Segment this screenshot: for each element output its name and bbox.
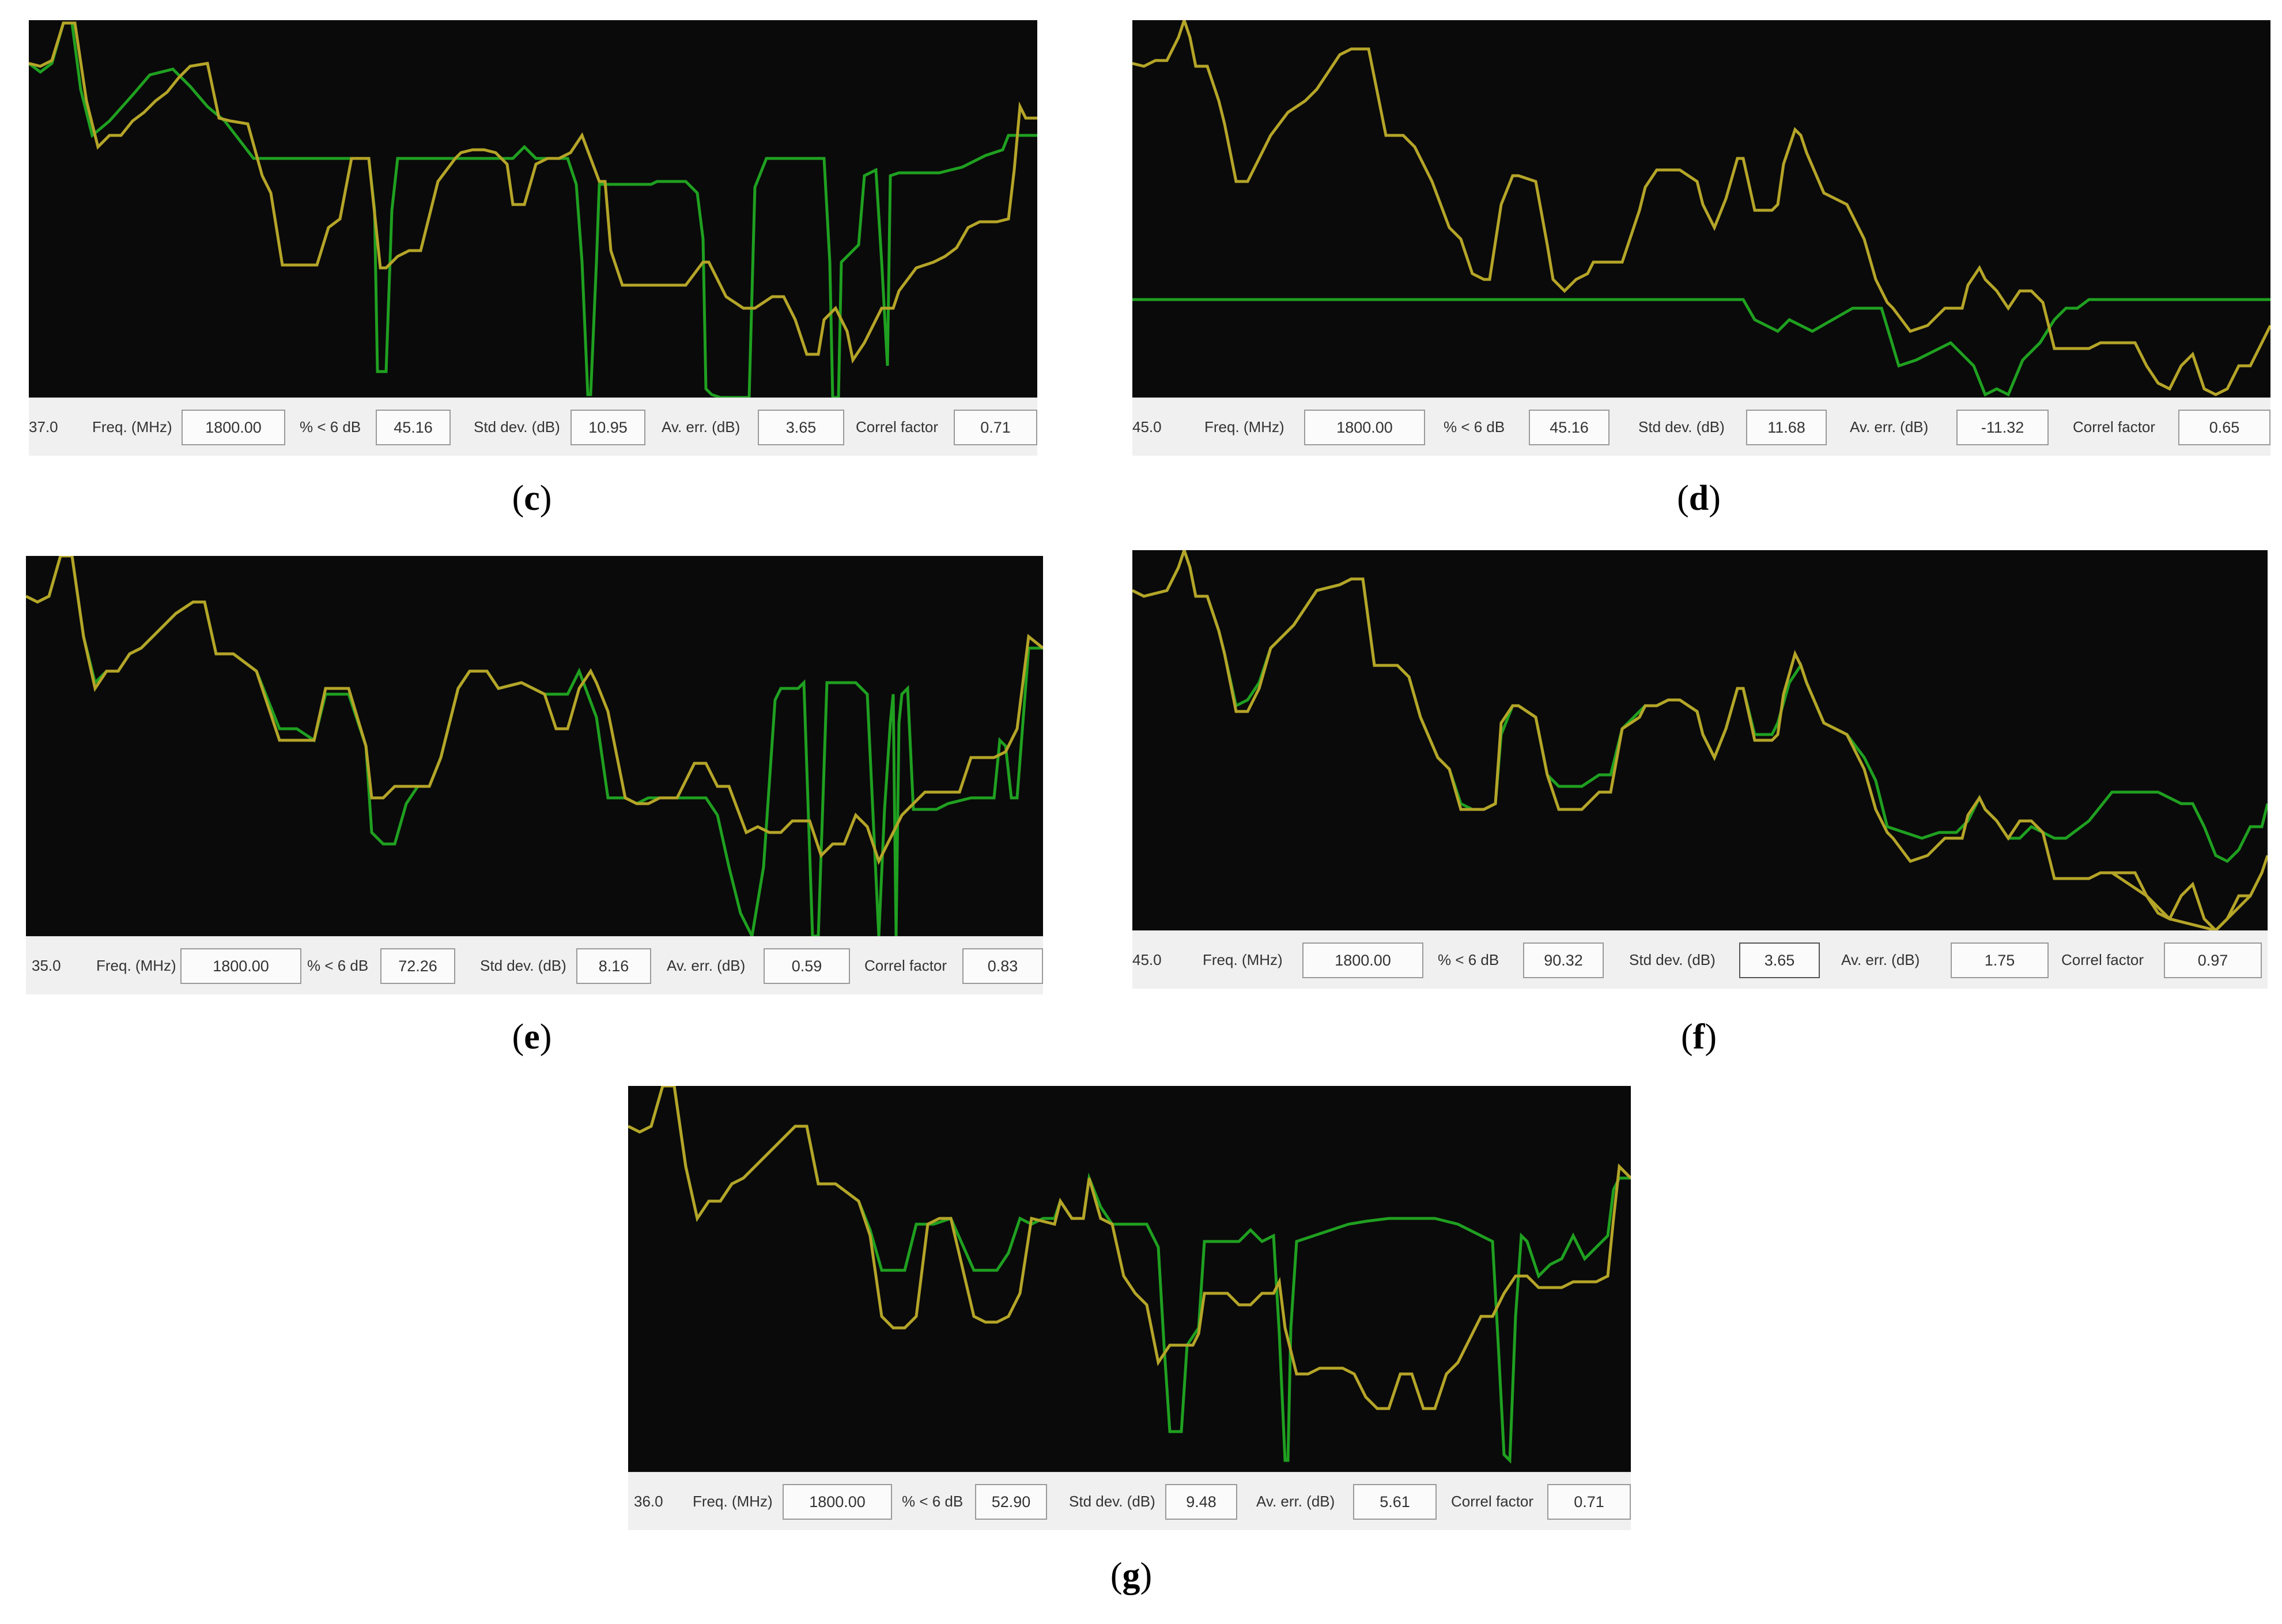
measured-trace bbox=[628, 1086, 1631, 1410]
freq-field[interactable]: 1800.00 bbox=[1302, 942, 1423, 978]
measured-trace-end bbox=[2111, 871, 2251, 930]
std-dev-label: Std dev. (dB) bbox=[1638, 418, 1725, 436]
av-err-label: Av. err. (dB) bbox=[1850, 418, 1929, 436]
freq-field[interactable]: 1800.00 bbox=[180, 948, 301, 984]
status-bar: 45.0 Freq. (MHz) 1800.00 % < 6 dB 90.32 … bbox=[1132, 930, 2268, 989]
correl-factor-label: Correl factor bbox=[2061, 951, 2144, 968]
av-err-field[interactable]: -11.32 bbox=[1956, 410, 2049, 445]
panel-d: 45.0 Freq. (MHz) 1800.00 % < 6 dB 45.16 … bbox=[1132, 20, 2270, 456]
status-bar: 36.0 Freq. (MHz) 1800.00 % < 6 dB 52.90 … bbox=[628, 1472, 1631, 1530]
std-dev-label: Std dev. (dB) bbox=[1629, 951, 1716, 968]
correl-factor-field[interactable]: 0.71 bbox=[1547, 1484, 1631, 1520]
measured-trace bbox=[1132, 550, 2268, 930]
panel-g: 36.0 Freq. (MHz) 1800.00 % < 6 dB 52.90 … bbox=[628, 1086, 1631, 1530]
std-dev-label: Std dev. (dB) bbox=[480, 956, 566, 974]
correl-factor-field[interactable]: 0.97 bbox=[2164, 942, 2262, 978]
status-bar: 35.0 Freq. (MHz) 1800.00 % < 6 dB 72.26 … bbox=[26, 936, 1043, 994]
correl-factor-field[interactable]: 0.83 bbox=[962, 948, 1043, 984]
freq-field[interactable]: 1800.00 bbox=[1304, 410, 1425, 445]
plot-area bbox=[1132, 20, 2270, 398]
freq-label: Freq. (MHz) bbox=[1203, 951, 1283, 968]
readout-value: 45.0 bbox=[1132, 418, 1162, 436]
pct-label: % < 6 dB bbox=[1444, 418, 1505, 436]
av-err-label: Av. err. (dB) bbox=[1841, 951, 1920, 968]
readout-value: 36.0 bbox=[634, 1492, 663, 1510]
pct-label: % < 6 dB bbox=[1438, 951, 1499, 968]
correl-factor-label: Correl factor bbox=[864, 956, 947, 974]
freq-field[interactable]: 1800.00 bbox=[783, 1484, 892, 1520]
std-dev-label: Std dev. (dB) bbox=[1069, 1492, 1155, 1510]
predicted-trace bbox=[1132, 298, 2270, 397]
caption-f: (f) bbox=[1681, 1017, 1717, 1057]
readout-value: 35.0 bbox=[32, 956, 61, 974]
readout-value: 45.0 bbox=[1132, 951, 1162, 968]
pct-label: % < 6 dB bbox=[307, 956, 369, 974]
panel-c: 37.0 Freq. (MHz) 1800.00 % < 6 dB 45.16 … bbox=[29, 20, 1037, 456]
pct-field[interactable]: 72.26 bbox=[380, 948, 455, 984]
plot-area bbox=[1132, 550, 2268, 930]
std-dev-field[interactable]: 3.65 bbox=[1739, 942, 1820, 978]
freq-label: Freq. (MHz) bbox=[96, 956, 176, 974]
correl-factor-label: Correl factor bbox=[1451, 1492, 1534, 1510]
readout-value: 37.0 bbox=[29, 418, 58, 436]
std-dev-field[interactable]: 9.48 bbox=[1165, 1484, 1237, 1520]
plot-background bbox=[628, 1086, 1631, 1472]
caption-g: (g) bbox=[1110, 1556, 1153, 1595]
freq-label: Freq. (MHz) bbox=[693, 1492, 773, 1510]
caption-e: (e) bbox=[512, 1017, 552, 1057]
std-dev-field[interactable]: 8.16 bbox=[576, 948, 651, 984]
freq-field[interactable]: 1800.00 bbox=[182, 410, 285, 445]
freq-label: Freq. (MHz) bbox=[92, 418, 172, 436]
caption-c: (c) bbox=[512, 479, 552, 518]
plot-background bbox=[1132, 550, 2268, 930]
plot-area bbox=[628, 1086, 1631, 1472]
av-err-field[interactable]: 3.65 bbox=[758, 410, 844, 445]
av-err-label: Av. err. (dB) bbox=[1256, 1492, 1335, 1510]
std-dev-field[interactable]: 10.95 bbox=[570, 410, 645, 445]
av-err-label: Av. err. (dB) bbox=[662, 418, 740, 436]
measured-trace bbox=[26, 556, 1043, 865]
av-err-field[interactable]: 5.61 bbox=[1353, 1484, 1437, 1520]
measured-trace bbox=[1132, 20, 2270, 396]
correl-factor-label: Correl factor bbox=[2073, 418, 2156, 436]
plot-area bbox=[29, 20, 1037, 398]
status-bar: 37.0 Freq. (MHz) 1800.00 % < 6 dB 45.16 … bbox=[29, 398, 1037, 456]
plot-background bbox=[1132, 20, 2270, 398]
correl-factor-label: Correl factor bbox=[856, 418, 939, 436]
std-dev-field[interactable]: 11.68 bbox=[1746, 410, 1827, 445]
pct-label: % < 6 dB bbox=[902, 1492, 964, 1510]
pct-field[interactable]: 45.16 bbox=[376, 410, 451, 445]
av-err-field[interactable]: 1.75 bbox=[1951, 942, 2049, 978]
panel-f: 45.0 Freq. (MHz) 1800.00 % < 6 dB 90.32 … bbox=[1132, 550, 2268, 989]
measured-trace bbox=[29, 21, 1037, 364]
caption-d: (d) bbox=[1677, 479, 1721, 518]
pct-label: % < 6 dB bbox=[300, 418, 361, 436]
pct-field[interactable]: 45.16 bbox=[1529, 410, 1610, 445]
panel-e: 35.0 Freq. (MHz) 1800.00 % < 6 dB 72.26 … bbox=[26, 556, 1043, 994]
pct-field[interactable]: 52.90 bbox=[975, 1484, 1047, 1520]
pct-field[interactable]: 90.32 bbox=[1523, 942, 1604, 978]
plot-background bbox=[26, 556, 1043, 936]
freq-label: Freq. (MHz) bbox=[1204, 418, 1284, 436]
plot-area bbox=[26, 556, 1043, 936]
std-dev-label: Std dev. (dB) bbox=[474, 418, 560, 436]
status-bar: 45.0 Freq. (MHz) 1800.00 % < 6 dB 45.16 … bbox=[1132, 398, 2270, 456]
correl-factor-field[interactable]: 0.65 bbox=[2178, 410, 2270, 445]
correl-factor-field[interactable]: 0.71 bbox=[954, 410, 1037, 445]
av-err-field[interactable]: 0.59 bbox=[764, 948, 850, 984]
av-err-label: Av. err. (dB) bbox=[667, 956, 746, 974]
